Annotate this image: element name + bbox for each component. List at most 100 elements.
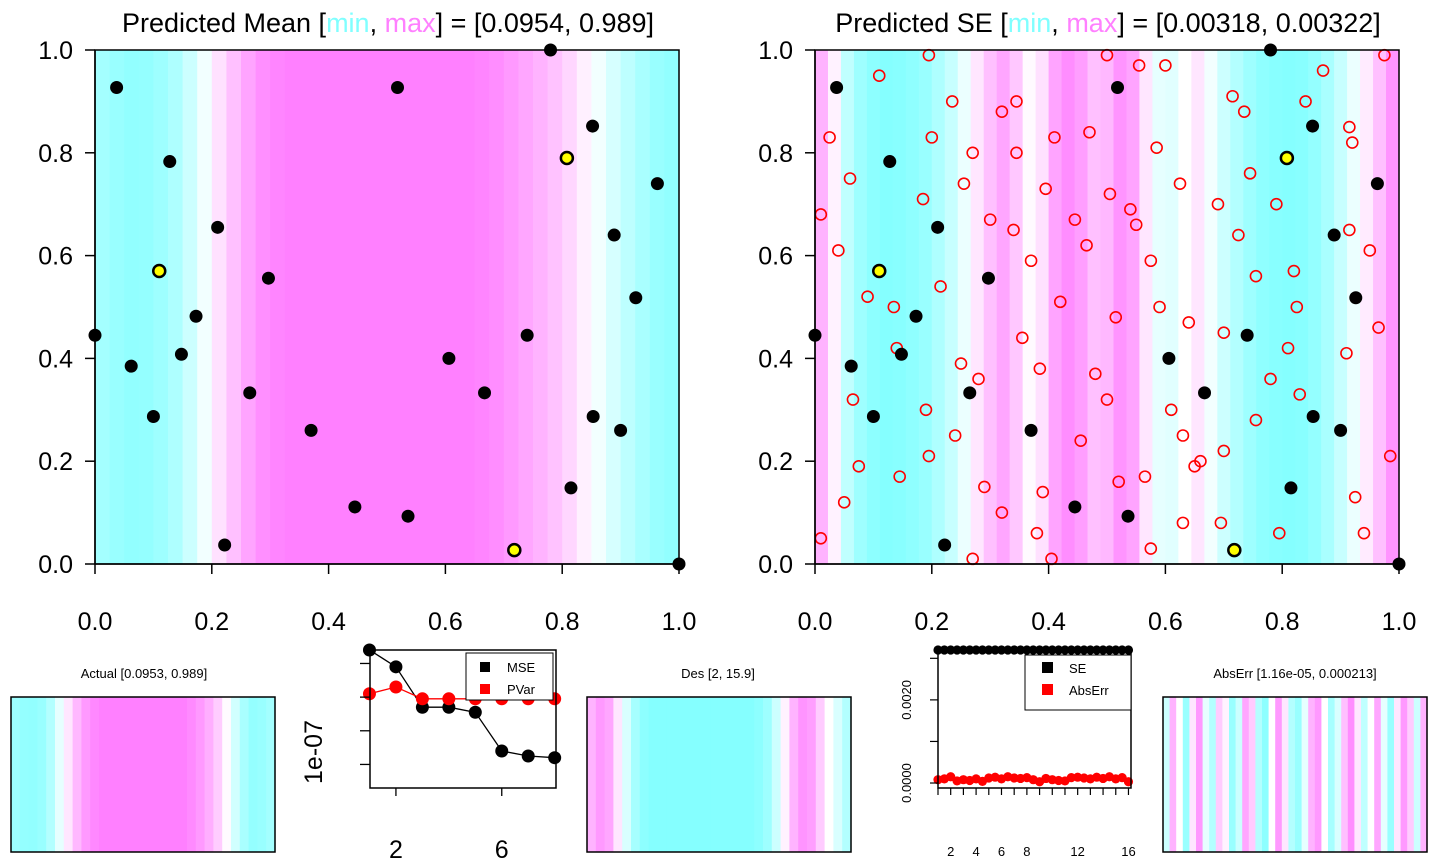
abserr-band <box>1248 697 1256 852</box>
design-point <box>1198 386 1212 400</box>
heat-band <box>1373 50 1387 564</box>
abserr-band <box>1308 697 1316 852</box>
des-band <box>657 697 667 852</box>
title-min-word: min <box>326 8 370 38</box>
x-tick-label: 0.8 <box>1265 608 1300 636</box>
heat-band <box>445 50 461 564</box>
mse-point <box>521 749 535 763</box>
heat-band <box>827 50 842 564</box>
y-tick-label: 0.6 <box>758 243 793 271</box>
x-tick-label: 0.0 <box>78 608 113 636</box>
se-abserr-panel: 2 4 6 8 12 16 0.0000 0.0020 SE AbsErr <box>899 645 1136 859</box>
abserr-band <box>1163 697 1171 852</box>
heat-band <box>1204 50 1218 564</box>
heat-band <box>547 50 563 564</box>
candidate-point <box>1299 95 1312 108</box>
design-point <box>163 155 177 169</box>
candidate-point <box>1345 136 1359 149</box>
design-point <box>1111 81 1125 95</box>
design-point <box>938 538 952 552</box>
legend-label-abserr: AbsErr <box>1069 683 1109 698</box>
predicted-se-heat-bands <box>815 50 1400 564</box>
actual-band <box>46 697 56 852</box>
abserr-band <box>1361 697 1369 852</box>
predicted-se-points <box>808 43 1406 571</box>
design-point <box>963 386 977 400</box>
candidate-point <box>1089 367 1102 381</box>
des-panel: Des [2, 15.9] <box>586 666 852 853</box>
heat-band <box>931 50 946 564</box>
title-prefix: Predicted SE [ <box>835 8 1008 38</box>
x-tick-label: 0.4 <box>311 608 346 636</box>
actual-band <box>195 697 206 852</box>
actual-band <box>90 697 100 852</box>
heat-band <box>124 50 140 564</box>
legend-label-pvar: PVar <box>507 682 536 697</box>
actual-band <box>178 697 188 852</box>
heat-band <box>197 50 213 564</box>
des-band <box>833 697 843 852</box>
heat-band <box>1347 50 1361 564</box>
candidate-point <box>1290 300 1304 314</box>
heat-band <box>1035 50 1050 564</box>
abserr-band <box>1275 697 1283 852</box>
candidate-point <box>1100 393 1114 406</box>
highlight-point <box>507 542 522 558</box>
x-tick-label: 8 <box>1023 844 1030 859</box>
abserr-band <box>1347 697 1355 852</box>
actual-band <box>72 697 82 852</box>
heat-band <box>1360 50 1374 564</box>
mse-point <box>548 751 562 765</box>
heat-band <box>299 50 315 564</box>
candidate-point <box>1243 167 1257 180</box>
abserr-band <box>1235 697 1243 852</box>
heat-band <box>314 50 330 564</box>
candidate-point <box>846 393 860 406</box>
design-point <box>189 309 203 323</box>
y-tick-label: 0.8 <box>38 140 73 168</box>
design-point <box>629 291 643 305</box>
candidate-point <box>1372 321 1385 334</box>
heat-band <box>1152 50 1166 564</box>
abserr-band <box>1374 697 1382 852</box>
abserr-band <box>1380 697 1388 852</box>
abserr-band <box>1354 697 1362 852</box>
heat-band <box>1243 50 1257 564</box>
heat-band <box>1269 50 1283 564</box>
heat-band <box>416 50 432 564</box>
candidate-point <box>1007 223 1020 237</box>
y-tick-label: 0.4 <box>38 345 73 373</box>
abserr-band <box>1189 697 1197 852</box>
abserr-band <box>1341 697 1349 852</box>
y-tick-label: 0.0 <box>758 551 793 579</box>
mse-pvar-plot-frame <box>369 649 557 789</box>
x-tick-label: 0.2 <box>914 608 949 636</box>
candidate-point <box>1343 120 1356 134</box>
mse-pvar-legend: MSE PVar <box>465 652 554 701</box>
abserr-band <box>1215 697 1223 852</box>
heat-band <box>840 50 855 564</box>
candidate-point <box>1048 131 1061 144</box>
se-abserr-points <box>933 645 1134 787</box>
candidate-point <box>934 280 947 293</box>
predicted-mean-panel: Predicted Mean [min, max] = [0.0954, 0.9… <box>38 8 696 636</box>
actual-band <box>248 697 258 852</box>
heat-band <box>1321 50 1335 564</box>
candidate-point <box>1226 89 1239 103</box>
heat-band <box>503 50 519 564</box>
des-band <box>692 697 702 852</box>
des-band <box>719 697 729 852</box>
candidate-point <box>1033 362 1047 375</box>
actual-band <box>213 697 223 852</box>
abserr-band <box>1321 697 1329 852</box>
design-point <box>146 409 160 423</box>
candidate-point <box>1343 223 1356 237</box>
actual-band <box>160 697 170 852</box>
heat-band <box>562 50 578 564</box>
candidate-point <box>1182 316 1196 329</box>
candidate-point <box>1124 203 1137 216</box>
des-band <box>842 697 852 852</box>
actual-band <box>99 697 109 852</box>
heat-band <box>95 50 111 564</box>
abserr-band <box>1413 697 1421 852</box>
